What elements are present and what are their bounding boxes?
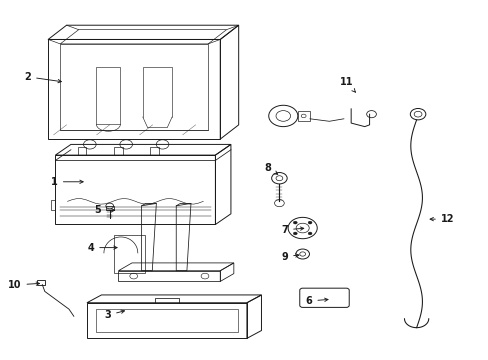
Text: 9: 9 xyxy=(281,252,298,261)
Circle shape xyxy=(307,221,311,224)
Bar xyxy=(150,147,159,155)
Circle shape xyxy=(307,232,311,235)
Bar xyxy=(114,147,122,155)
Text: 6: 6 xyxy=(305,296,327,306)
Text: 5: 5 xyxy=(95,205,114,215)
Text: 4: 4 xyxy=(87,243,117,253)
Circle shape xyxy=(293,221,297,224)
Bar xyxy=(105,206,113,210)
Text: 3: 3 xyxy=(104,310,124,320)
Text: 2: 2 xyxy=(24,72,61,83)
Bar xyxy=(38,280,45,285)
Text: 11: 11 xyxy=(339,77,355,92)
Text: 10: 10 xyxy=(8,280,40,290)
Text: 1: 1 xyxy=(51,177,83,187)
Text: 12: 12 xyxy=(429,214,453,224)
Bar xyxy=(78,147,86,155)
Text: 7: 7 xyxy=(281,225,303,235)
Circle shape xyxy=(293,232,297,235)
Text: 8: 8 xyxy=(264,163,277,174)
